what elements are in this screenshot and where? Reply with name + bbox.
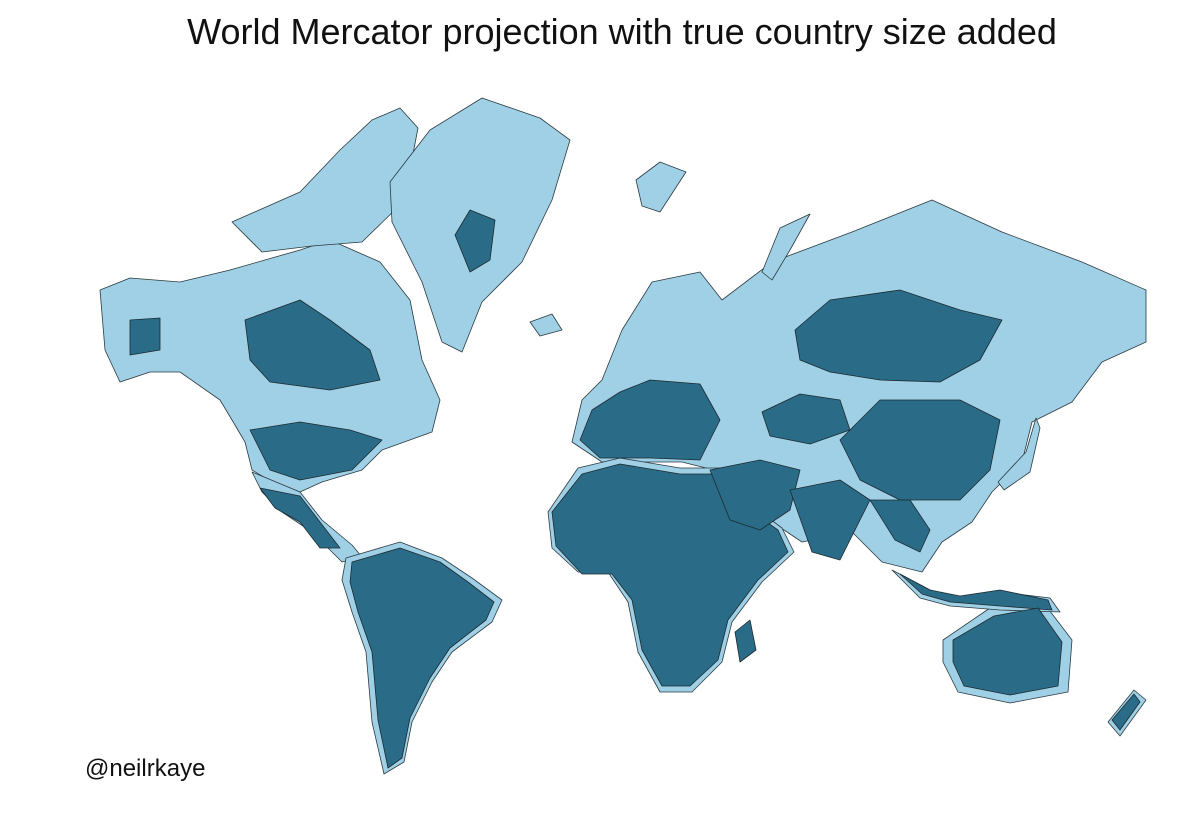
true-size-overlays xyxy=(129,209,1141,769)
indonesia-true-size xyxy=(899,573,1053,611)
greenland-true-size xyxy=(454,209,496,273)
iceland xyxy=(529,313,563,337)
mexico-true-size xyxy=(259,487,341,549)
canada-true-size xyxy=(244,299,381,391)
china-true-size xyxy=(839,399,1001,501)
usa-true-size xyxy=(249,421,383,481)
europe-true-size xyxy=(579,379,721,461)
svalbard xyxy=(635,161,687,213)
india-true-size xyxy=(789,479,871,561)
africa-true-size xyxy=(551,463,789,687)
madagascar-true-size xyxy=(734,619,757,663)
middle-east-true-size xyxy=(709,459,801,531)
new-zealand-true-size xyxy=(1111,693,1141,731)
southeast-asia-true-size xyxy=(869,499,931,553)
australia-true-size xyxy=(952,607,1063,696)
south-america-true-size xyxy=(349,547,495,769)
canadian-arctic xyxy=(231,107,419,253)
alaska-true-size xyxy=(129,317,161,356)
map-title: World Mercator projection with true coun… xyxy=(187,11,1057,52)
russia-true-size xyxy=(794,289,1003,383)
credit: @neilrkaye xyxy=(85,755,205,782)
japan xyxy=(997,417,1041,491)
novaya-zemlya xyxy=(761,213,811,281)
